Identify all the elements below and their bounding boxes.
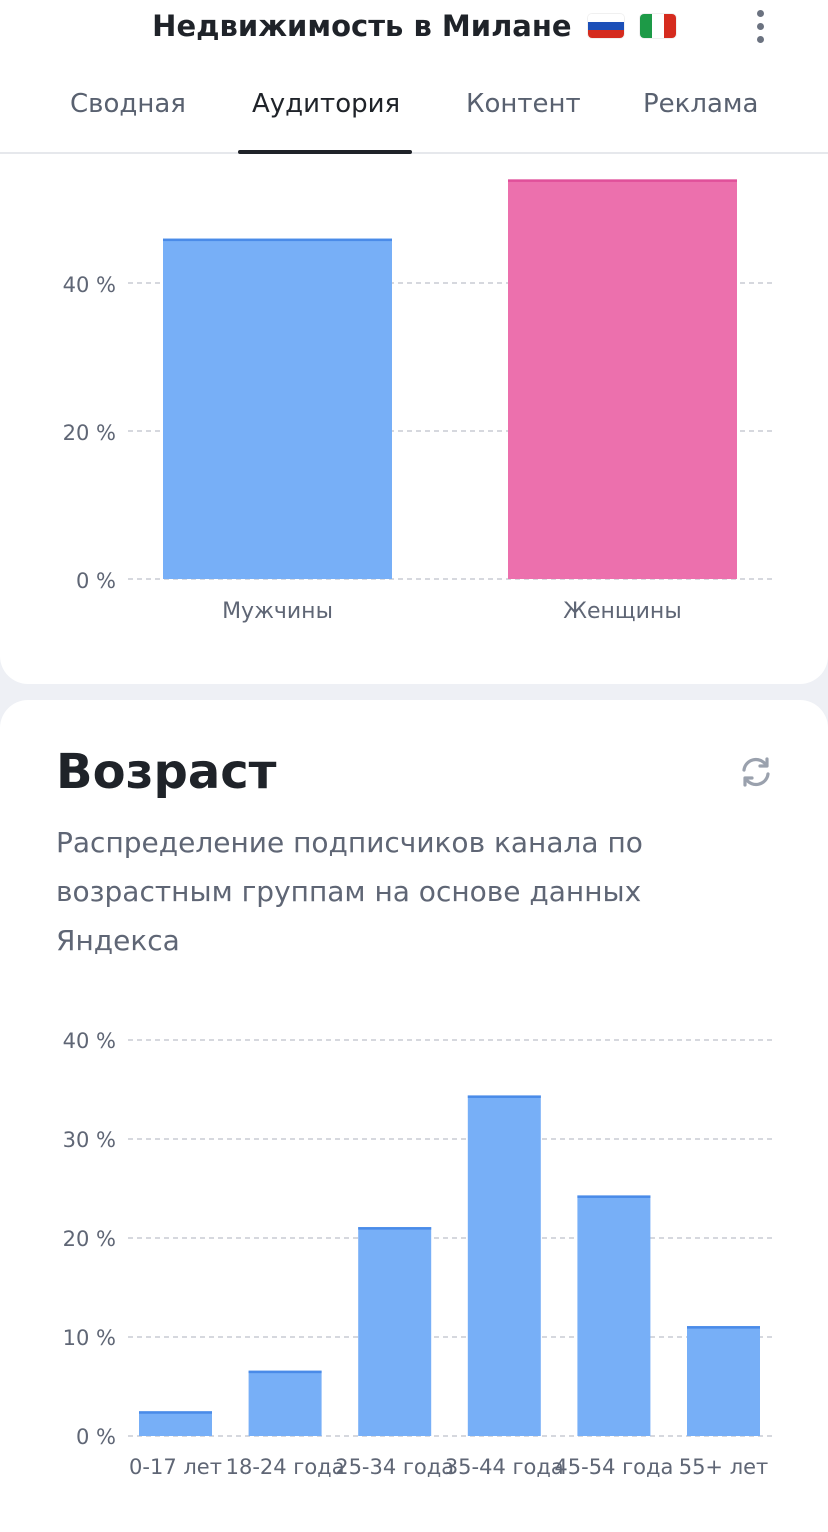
bar-top-edge bbox=[508, 179, 737, 182]
channel-title-text: Недвижимость в Милане bbox=[152, 9, 572, 43]
bar bbox=[139, 1411, 212, 1436]
age-section-description: Распределение подписчиков канала по возр… bbox=[56, 826, 643, 957]
bar-top-edge bbox=[577, 1195, 651, 1198]
y-tick-label: 20 % bbox=[63, 421, 116, 445]
tab-content[interactable]: Контент bbox=[466, 89, 581, 119]
bar bbox=[577, 1195, 651, 1436]
bar-top-edge bbox=[358, 1227, 432, 1230]
bar bbox=[358, 1227, 432, 1436]
refresh-icon[interactable] bbox=[738, 754, 774, 790]
x-tick-label: 0-17 лет bbox=[129, 1455, 222, 1479]
y-tick-label: 20 % bbox=[63, 1227, 116, 1251]
y-tick-label: 30 % bbox=[63, 1128, 116, 1152]
bar-top-edge bbox=[163, 238, 392, 242]
x-tick-label: 25-34 года bbox=[335, 1455, 454, 1479]
tab-ads[interactable]: Реклама bbox=[643, 89, 759, 119]
active-tab-indicator bbox=[238, 150, 412, 154]
gender-chart: 0 % 20 % 40 % Мужчины Женщины bbox=[63, 179, 772, 624]
channel-title: Недвижимость в Милане bbox=[0, 6, 828, 46]
more-vertical-icon[interactable] bbox=[742, 4, 778, 48]
x-tick-label: 55+ лет bbox=[679, 1455, 769, 1479]
y-tick-label: 40 % bbox=[63, 1029, 116, 1053]
y-tick-label: 40 % bbox=[63, 273, 116, 297]
age-card: Возраст Распределение подписчиков канала… bbox=[0, 700, 828, 1532]
bar-top-edge bbox=[248, 1370, 322, 1374]
bar-top-edge bbox=[687, 1326, 760, 1329]
bar bbox=[467, 1095, 541, 1436]
age-chart: 0 % 10 % 20 % 30 % 40 % 0-17 лет 18-24 года25-… bbox=[63, 1029, 772, 1479]
x-tick-label: Женщины bbox=[563, 599, 681, 624]
bar-top-edge bbox=[139, 1411, 212, 1414]
bar bbox=[163, 238, 392, 579]
gender-card: 0 % 20 % 40 % Мужчины Женщины bbox=[0, 154, 828, 684]
bar bbox=[508, 179, 737, 579]
y-tick-label: 0 % bbox=[76, 569, 116, 593]
x-tick-label: Мужчины bbox=[222, 599, 333, 624]
bar bbox=[248, 1370, 322, 1436]
italy-flag-icon bbox=[639, 14, 676, 38]
russia-flag-icon bbox=[587, 14, 624, 38]
x-tick-label: 18-24 года bbox=[226, 1455, 345, 1479]
app-header: Недвижимость в Милане Сводная Аудитория … bbox=[0, 0, 828, 154]
bar-top-edge bbox=[467, 1095, 541, 1098]
tab-summary[interactable]: Сводная bbox=[70, 89, 186, 119]
age-section-title: Возраст bbox=[56, 744, 277, 800]
y-tick-label: 0 % bbox=[76, 1425, 116, 1449]
x-tick-label: 35-44 года bbox=[445, 1455, 564, 1479]
y-tick-label: 10 % bbox=[63, 1326, 116, 1350]
bar bbox=[687, 1326, 760, 1436]
x-tick-label: 45-54 года bbox=[554, 1455, 673, 1479]
tab-audience[interactable]: Аудитория bbox=[252, 89, 401, 119]
